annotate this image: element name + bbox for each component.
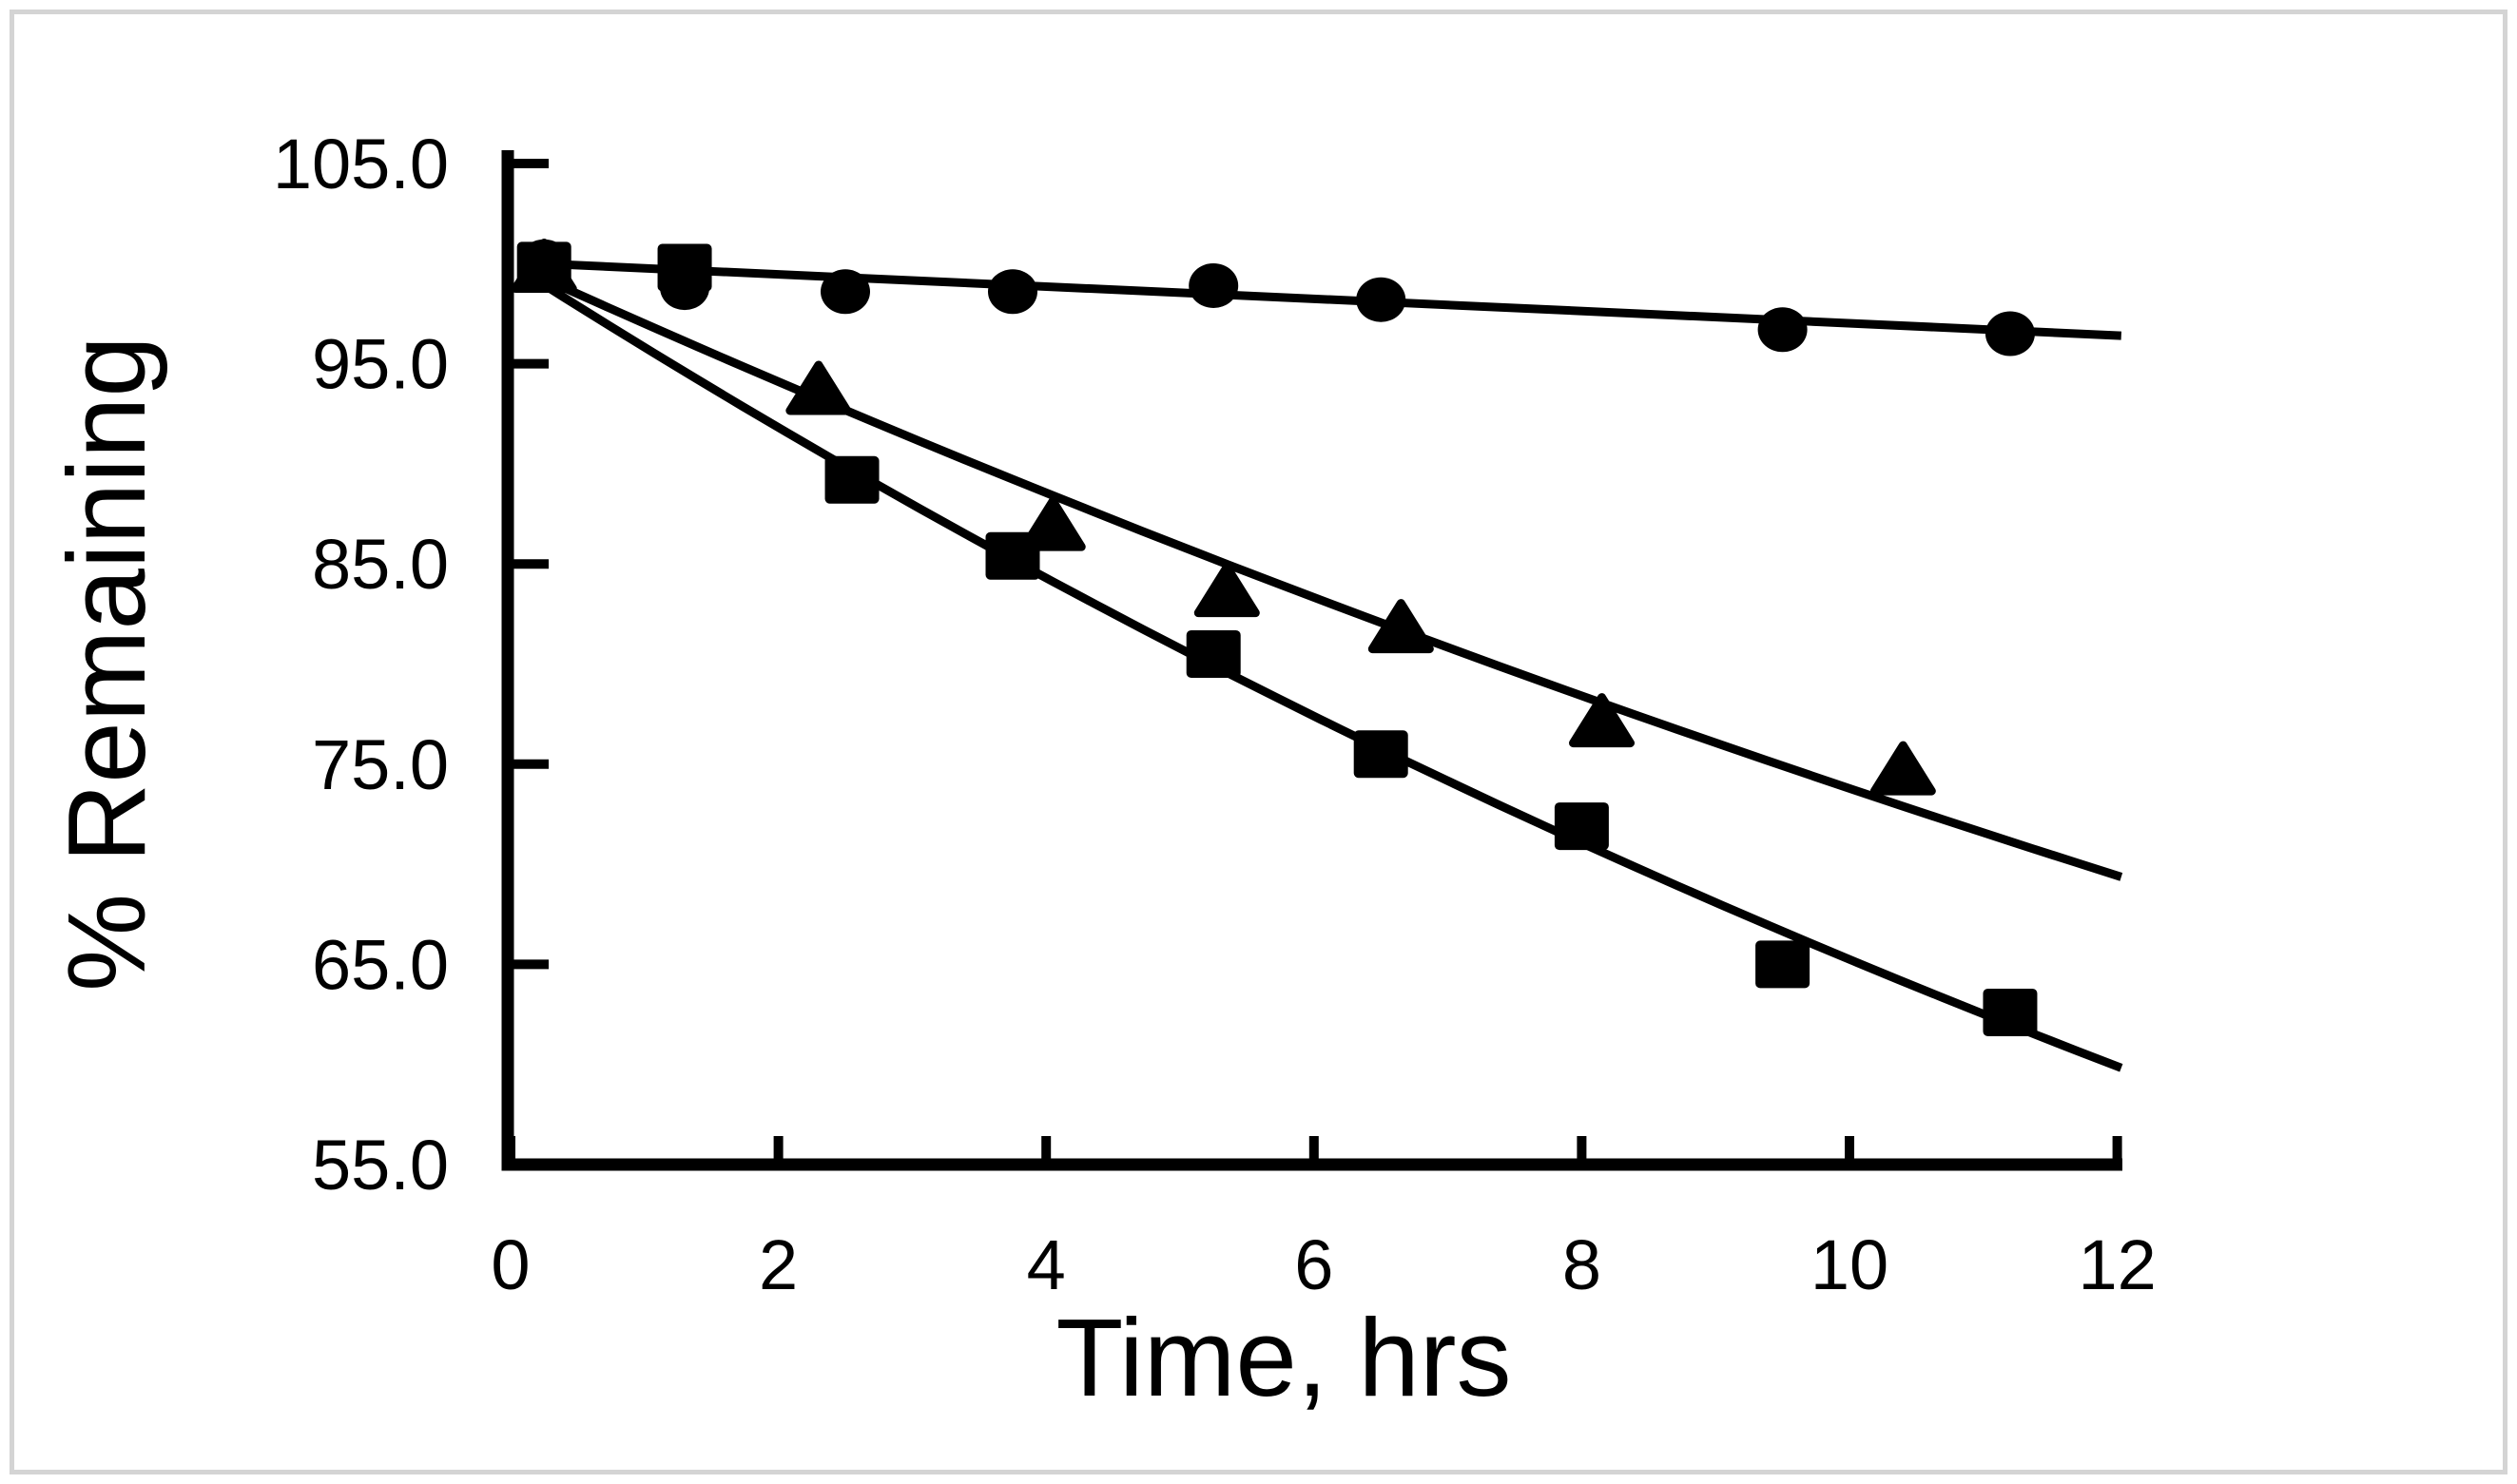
y-tick-label: 55.0 (312, 1126, 449, 1205)
marker-triangle (1569, 693, 1636, 748)
trendline-triangle-series (518, 263, 2123, 881)
marker-triangle (1367, 599, 1434, 654)
marker-square (985, 531, 1040, 580)
x-axis-title: Time, hrs (1055, 1296, 1512, 1419)
x-tick-label: 8 (1562, 1225, 1601, 1304)
series-triangle-series (511, 239, 1936, 796)
x-tick-label: 4 (1027, 1225, 1066, 1304)
marker-square (1353, 730, 1408, 779)
marker-triangle (785, 360, 852, 415)
y-tick-label: 65.0 (312, 925, 449, 1004)
marker-circle (988, 269, 1037, 315)
marker-square (516, 241, 571, 290)
marker-square (824, 455, 880, 504)
axes: 105.0 95.0 85.0 75.0 65.0 55.0 0 2 4 6 8 10 12 (273, 125, 2157, 1304)
marker-square (1186, 629, 1241, 678)
series-square-series (516, 241, 2038, 1036)
marker-circle (1985, 311, 2035, 357)
x-tick-label: 2 (759, 1225, 798, 1304)
marker-square (1554, 802, 1609, 851)
marker-triangle (1869, 741, 1936, 796)
y-axis-title: % Remaining (45, 336, 168, 992)
trendline-square-series (517, 265, 2123, 1072)
y-tick-label: 95.0 (312, 325, 449, 404)
marker-circle (1356, 277, 1406, 322)
marker-square (657, 243, 712, 292)
y-tick-label: 85.0 (312, 525, 449, 604)
marker-square (1983, 988, 2038, 1036)
marker-triangle (1193, 563, 1260, 618)
x-tick-label: 12 (2078, 1225, 2156, 1304)
x-tick-label: 10 (1810, 1225, 1888, 1304)
marker-circle (1189, 262, 1239, 308)
trendline-circle-series (519, 258, 2122, 340)
x-tick-label: 6 (1294, 1225, 1333, 1304)
marker-circle (1757, 307, 1808, 353)
marker-square (1755, 940, 1810, 989)
y-tick-label: 75.0 (312, 725, 449, 804)
x-tick-label: 0 (491, 1225, 530, 1304)
y-tick-label: 105.0 (273, 125, 449, 203)
marker-circle (821, 269, 870, 315)
